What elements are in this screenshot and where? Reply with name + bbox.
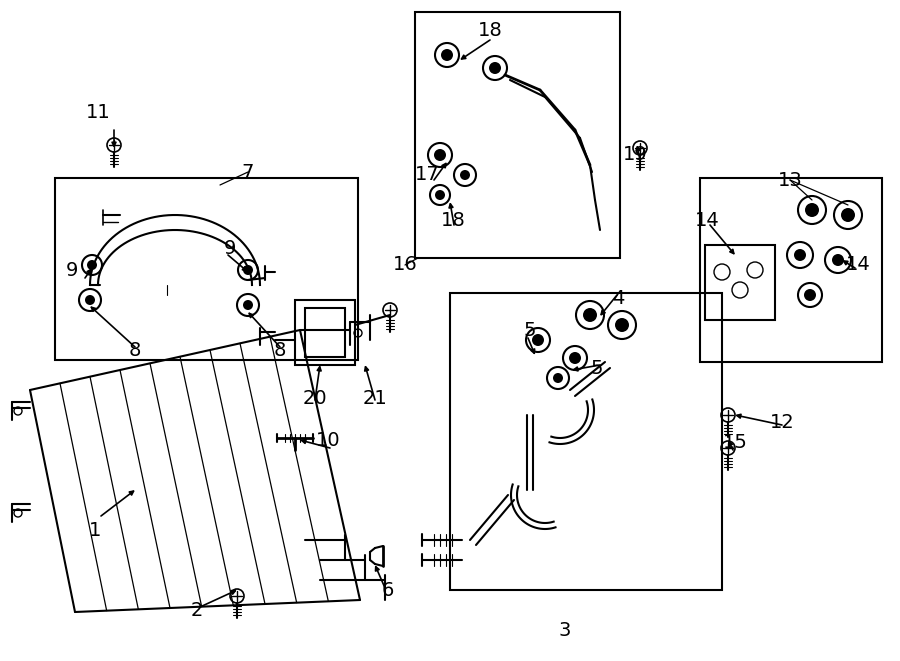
Bar: [450, 293, 722, 590]
Text: 21: 21: [363, 389, 387, 407]
Circle shape: [804, 289, 816, 301]
Text: 19: 19: [623, 145, 647, 165]
Circle shape: [553, 373, 563, 383]
Text: 10: 10: [316, 430, 340, 449]
Text: 14: 14: [695, 210, 719, 229]
Text: 14: 14: [846, 256, 870, 274]
Circle shape: [441, 49, 453, 61]
Bar: [295, 300, 355, 365]
Bar: [305, 308, 345, 357]
Text: 16: 16: [392, 256, 418, 274]
Text: 17: 17: [415, 165, 439, 184]
Circle shape: [841, 208, 855, 222]
Circle shape: [615, 318, 629, 332]
Text: 18: 18: [478, 20, 502, 40]
Circle shape: [794, 249, 806, 261]
Circle shape: [243, 300, 253, 310]
Text: 9: 9: [224, 239, 236, 258]
Circle shape: [434, 149, 446, 161]
Circle shape: [87, 260, 97, 270]
Bar: [700, 178, 882, 362]
Circle shape: [85, 295, 95, 305]
Text: 5: 5: [524, 321, 536, 340]
Circle shape: [489, 62, 501, 74]
Text: 13: 13: [778, 171, 803, 190]
Circle shape: [805, 203, 819, 217]
Text: 20: 20: [302, 389, 328, 407]
Text: 2: 2: [191, 600, 203, 619]
Text: 11: 11: [86, 102, 111, 122]
Text: 15: 15: [723, 432, 747, 451]
Bar: [705, 245, 775, 320]
Text: 18: 18: [441, 210, 465, 229]
Circle shape: [435, 190, 445, 200]
Text: 5: 5: [590, 358, 603, 377]
Circle shape: [583, 308, 597, 322]
Text: 9: 9: [66, 260, 78, 280]
Circle shape: [460, 170, 470, 180]
Text: 8: 8: [274, 340, 286, 360]
Text: 6: 6: [382, 580, 394, 600]
Bar: [55, 178, 358, 360]
Circle shape: [532, 334, 544, 346]
Text: 12: 12: [770, 412, 795, 432]
Text: 7: 7: [242, 163, 254, 182]
Text: 4: 4: [612, 288, 625, 307]
Circle shape: [243, 265, 253, 275]
Text: 3: 3: [559, 621, 572, 639]
Text: 1: 1: [89, 520, 101, 539]
Bar: [415, 12, 620, 258]
Circle shape: [569, 352, 581, 364]
Circle shape: [832, 254, 844, 266]
Text: 8: 8: [129, 340, 141, 360]
